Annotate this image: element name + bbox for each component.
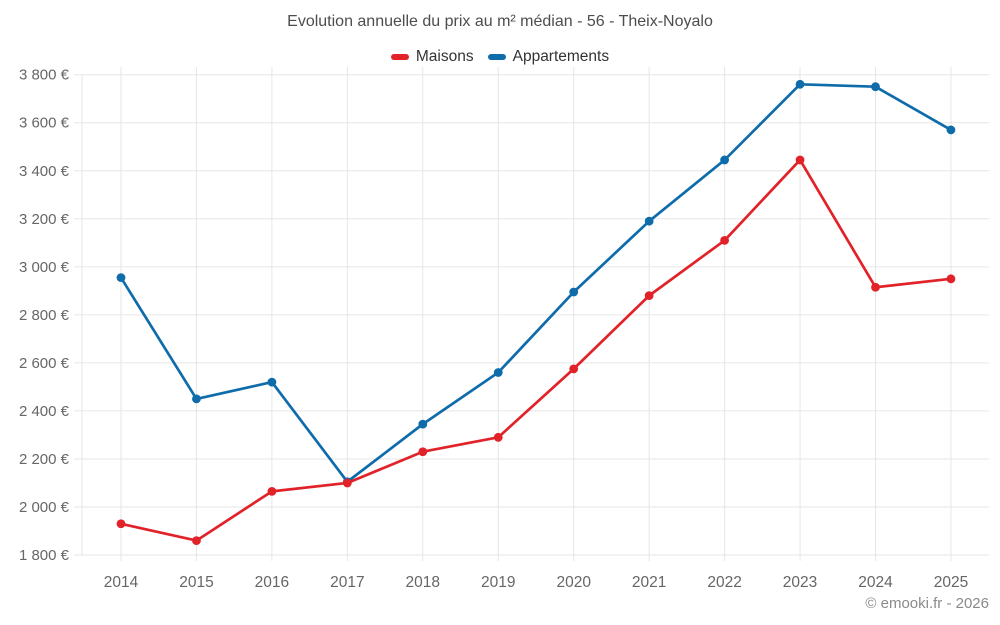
x-axis-tick-label: 2020	[556, 574, 591, 591]
data-point-appartements-2019[interactable]	[493, 368, 503, 377]
data-point-maisons-2022[interactable]	[720, 236, 729, 245]
legend-marker-maisons-icon	[390, 54, 409, 60]
data-point-appartements-2014[interactable]	[116, 273, 126, 283]
data-point-appartements-2021[interactable]	[644, 216, 654, 226]
chart-title: Evolution annuelle du prix au m² médian …	[287, 13, 713, 30]
y-axis-tick-label: 2 800 €	[19, 307, 70, 324]
data-point-appartements-2018[interactable]	[418, 419, 428, 429]
y-axis-tick-label: 2 600 €	[19, 355, 70, 372]
data-point-maisons-2023[interactable]	[795, 155, 805, 165]
watermark-credit: © emooki.fr - 2026	[865, 595, 989, 612]
y-axis-tick-label: 2 000 €	[19, 499, 70, 516]
data-point-maisons-2024[interactable]	[871, 282, 880, 292]
data-point-appartements-2025[interactable]	[946, 125, 956, 135]
data-point-maisons-2025[interactable]	[946, 274, 956, 284]
data-point-appartements-2020[interactable]	[569, 287, 579, 297]
x-axis-tick-label: 2019	[481, 574, 515, 591]
x-axis-tick-label: 2021	[632, 574, 666, 591]
x-axis-tick-label: 2024	[858, 574, 893, 591]
x-axis-tick-label: 2015	[179, 574, 213, 591]
legend-item-appartements[interactable]: Appartements	[487, 48, 610, 66]
y-axis-tick-label: 3 600 €	[19, 115, 70, 132]
y-axis-tick-label: 2 200 €	[19, 451, 70, 468]
legend-label-maisons: Maisons	[415, 48, 474, 65]
x-axis-tick-label: 2017	[330, 574, 364, 591]
data-point-appartements-2022[interactable]	[720, 155, 729, 165]
series-line-appartements	[119, 82, 953, 484]
legend-item-maisons[interactable]: Maisons	[390, 48, 474, 66]
x-axis-tick-label: 2014	[104, 574, 139, 591]
data-point-maisons-2018[interactable]	[418, 447, 428, 457]
y-axis-tick-label: 1 800 €	[19, 547, 70, 564]
series-line-maisons	[119, 158, 953, 542]
data-point-appartements-2016[interactable]	[267, 377, 277, 387]
y-axis-tick-label: 3 000 €	[19, 259, 70, 276]
data-point-maisons-2014[interactable]	[116, 519, 126, 529]
data-point-maisons-2015[interactable]	[192, 536, 201, 545]
x-axis-tick-label: 2022	[707, 574, 741, 591]
x-axis-tick-label: 2023	[783, 574, 817, 591]
chart-legend: Maisons Appartements	[0, 48, 1000, 66]
y-axis-tick-label: 2 400 €	[19, 403, 70, 420]
x-axis-tick-label: 2018	[406, 574, 440, 591]
legend-marker-appartements-icon	[487, 54, 506, 60]
data-point-maisons-2017[interactable]	[342, 478, 352, 488]
y-axis-tick-label: 3 800 €	[19, 67, 70, 84]
data-point-appartements-2023[interactable]	[795, 79, 805, 89]
y-axis-tick-label: 3 200 €	[19, 211, 70, 228]
x-axis-tick-label: 2016	[255, 574, 289, 591]
data-point-maisons-2016[interactable]	[267, 486, 277, 496]
data-point-maisons-2021[interactable]	[644, 291, 654, 301]
data-point-maisons-2020[interactable]	[569, 364, 579, 374]
data-point-appartements-2024[interactable]	[871, 82, 880, 92]
x-axis-tick-label: 2025	[934, 574, 968, 591]
legend-label-appartements: Appartements	[512, 48, 610, 65]
data-point-appartements-2015[interactable]	[192, 394, 201, 404]
data-point-maisons-2019[interactable]	[493, 432, 503, 442]
y-axis-tick-label: 3 400 €	[19, 163, 70, 180]
